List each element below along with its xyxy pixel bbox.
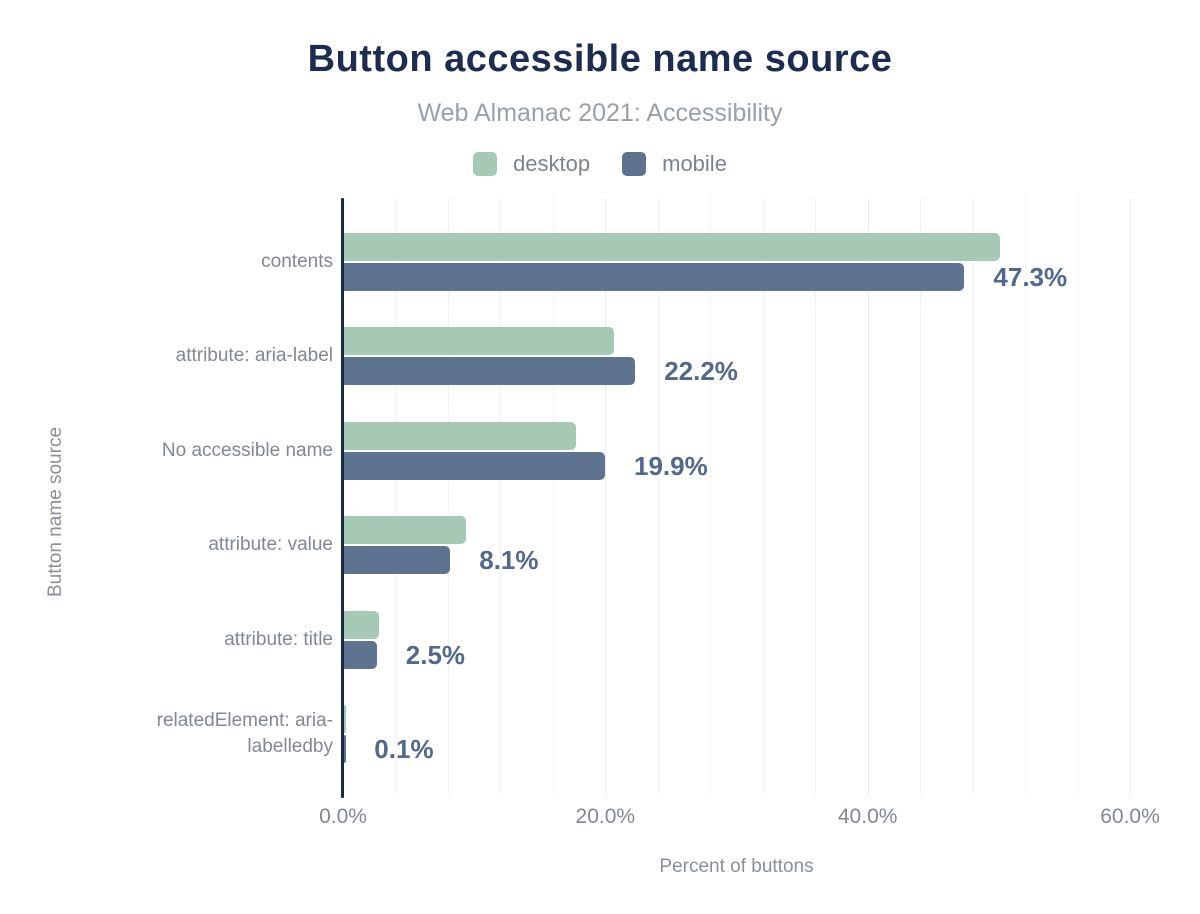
bar-mobile-2 bbox=[344, 357, 636, 385]
gridline bbox=[447, 198, 449, 795]
bar-mobile-4 bbox=[344, 546, 451, 574]
legend-label: desktop bbox=[513, 151, 591, 176]
value-label: 0.1% bbox=[374, 734, 434, 764]
value-label: 2.5% bbox=[405, 639, 466, 670]
bar-desktop-1 bbox=[344, 232, 1000, 261]
value-label: 19.9% bbox=[634, 450, 708, 481]
legend-item-desktop: desktop bbox=[473, 151, 590, 177]
y-axis-line bbox=[341, 198, 344, 798]
legend-swatch-mobile bbox=[622, 152, 647, 176]
category-label: attribute: title bbox=[224, 628, 333, 650]
y-axis-title: Button name source bbox=[45, 426, 66, 598]
x-tick-label: 60.0% bbox=[1100, 805, 1160, 828]
gridline bbox=[920, 198, 922, 795]
bar-mobile-5 bbox=[344, 640, 377, 669]
bar-desktop-6 bbox=[344, 705, 346, 733]
bar-mobile-3 bbox=[344, 451, 606, 480]
gridline bbox=[1077, 198, 1079, 795]
x-tick-label: 20.0% bbox=[575, 805, 636, 828]
x-axis-title: Percent of buttons bbox=[659, 856, 814, 877]
gridline bbox=[762, 198, 764, 795]
value-label: 47.3% bbox=[993, 261, 1068, 292]
gridline bbox=[972, 198, 974, 795]
gridline bbox=[815, 198, 817, 795]
category-label: contents bbox=[261, 250, 333, 272]
bar-desktop-4 bbox=[344, 516, 466, 544]
category-label: No accessible name bbox=[161, 439, 333, 461]
x-tick-label: 40.0% bbox=[837, 805, 898, 828]
legend-item-mobile: mobile bbox=[622, 151, 727, 177]
category-label: attribute: aria-label bbox=[175, 345, 333, 366]
gridline bbox=[500, 198, 502, 795]
gridline bbox=[605, 198, 607, 795]
chart-title: Button accessible name source bbox=[307, 38, 893, 80]
gridline bbox=[1025, 198, 1027, 795]
gridline bbox=[867, 198, 869, 795]
bar-desktop-5 bbox=[344, 610, 380, 639]
bar-desktop-2 bbox=[344, 327, 615, 355]
x-tick-label: 0.0% bbox=[319, 805, 367, 828]
gridline bbox=[1130, 198, 1131, 795]
gridline bbox=[395, 198, 397, 795]
chart-subtitle: Web Almanac 2021: Accessibility bbox=[417, 99, 783, 127]
legend-label: mobile bbox=[662, 151, 727, 176]
gridline bbox=[657, 198, 659, 795]
gridline bbox=[710, 198, 712, 795]
value-label: 22.2% bbox=[664, 356, 738, 386]
legend-swatch-desktop bbox=[473, 152, 498, 176]
gridline bbox=[552, 198, 554, 795]
category-label: relatedElement: aria-labelledby bbox=[156, 710, 333, 757]
category-label: attribute: value bbox=[208, 534, 333, 555]
bar-mobile-1 bbox=[344, 262, 965, 291]
value-label: 8.1% bbox=[479, 545, 539, 575]
bar-mobile-6 bbox=[344, 735, 346, 763]
bar-desktop-3 bbox=[344, 421, 577, 450]
legend: desktop mobile bbox=[0, 151, 1200, 177]
